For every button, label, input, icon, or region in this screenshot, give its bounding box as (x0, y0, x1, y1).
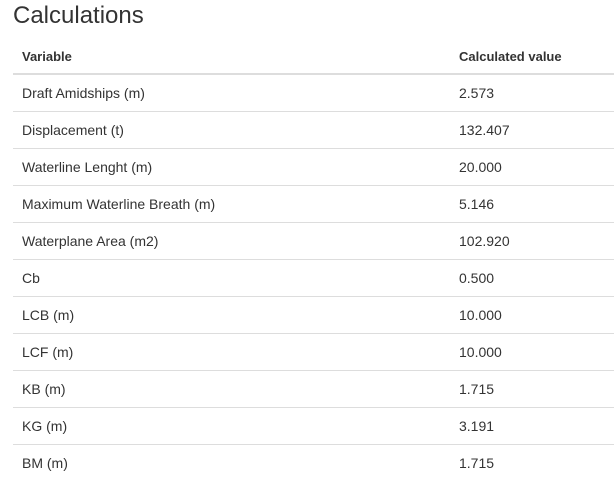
variable-cell: BM (m) (22, 455, 68, 471)
variable-cell: Waterline Lenght (m) (13, 148, 450, 186)
variable-cell: Waterplane Area (m2) (13, 222, 450, 260)
value-cell: 102.920 (450, 222, 614, 260)
table-row: KG (m) 3.191 (13, 407, 614, 445)
table-row: KB (m) 1.715 (13, 370, 614, 408)
table-row: LCF (m) 10.000 (13, 333, 614, 371)
table-row: Displacement (t) 132.407 (13, 111, 614, 149)
page-title: Calculations (13, 2, 144, 29)
column-header-calculated-value: Calculated value (450, 39, 614, 75)
value-cell: 10.000 (450, 296, 614, 334)
table-row: Waterline Lenght (m) 20.000 (13, 148, 614, 186)
value-cell: 0.500 (450, 259, 614, 297)
variable-cell: Displacement (t) (13, 111, 450, 149)
table-row: BM (m) 1.715 (13, 445, 614, 482)
variable-cell: Draft Amidships (m) (13, 74, 450, 112)
table-row: LCB (m) 10.000 (13, 296, 614, 334)
value-cell: 1.715 (450, 370, 614, 408)
value-cell: 5.146 (450, 185, 614, 223)
variable-cell: KG (m) (13, 407, 450, 445)
value-cell: 1.715 (459, 455, 495, 471)
table-row: Maximum Waterline Breath (m) 5.146 (13, 185, 614, 223)
table-row: Draft Amidships (m) 2.573 (13, 74, 614, 112)
calculations-table: Variable Calculated value Draft Amidship… (13, 39, 614, 481)
variable-cell: KB (m) (13, 370, 450, 408)
value-cell: 2.573 (450, 74, 614, 112)
value-cell: 10.000 (450, 333, 614, 371)
value-cell: 3.191 (450, 407, 614, 445)
value-cell: 132.407 (450, 111, 614, 149)
table-header-row: Variable Calculated value (13, 39, 614, 75)
variable-cell: LCF (m) (13, 333, 450, 371)
variable-cell: LCB (m) (13, 296, 450, 334)
table-row: Waterplane Area (m2) 102.920 (13, 222, 614, 260)
variable-cell: Maximum Waterline Breath (m) (13, 185, 450, 223)
table-row: Cb 0.500 (13, 259, 614, 297)
variable-cell: Cb (13, 259, 450, 297)
column-header-variable: Variable (13, 39, 450, 75)
value-cell: 20.000 (450, 148, 614, 186)
